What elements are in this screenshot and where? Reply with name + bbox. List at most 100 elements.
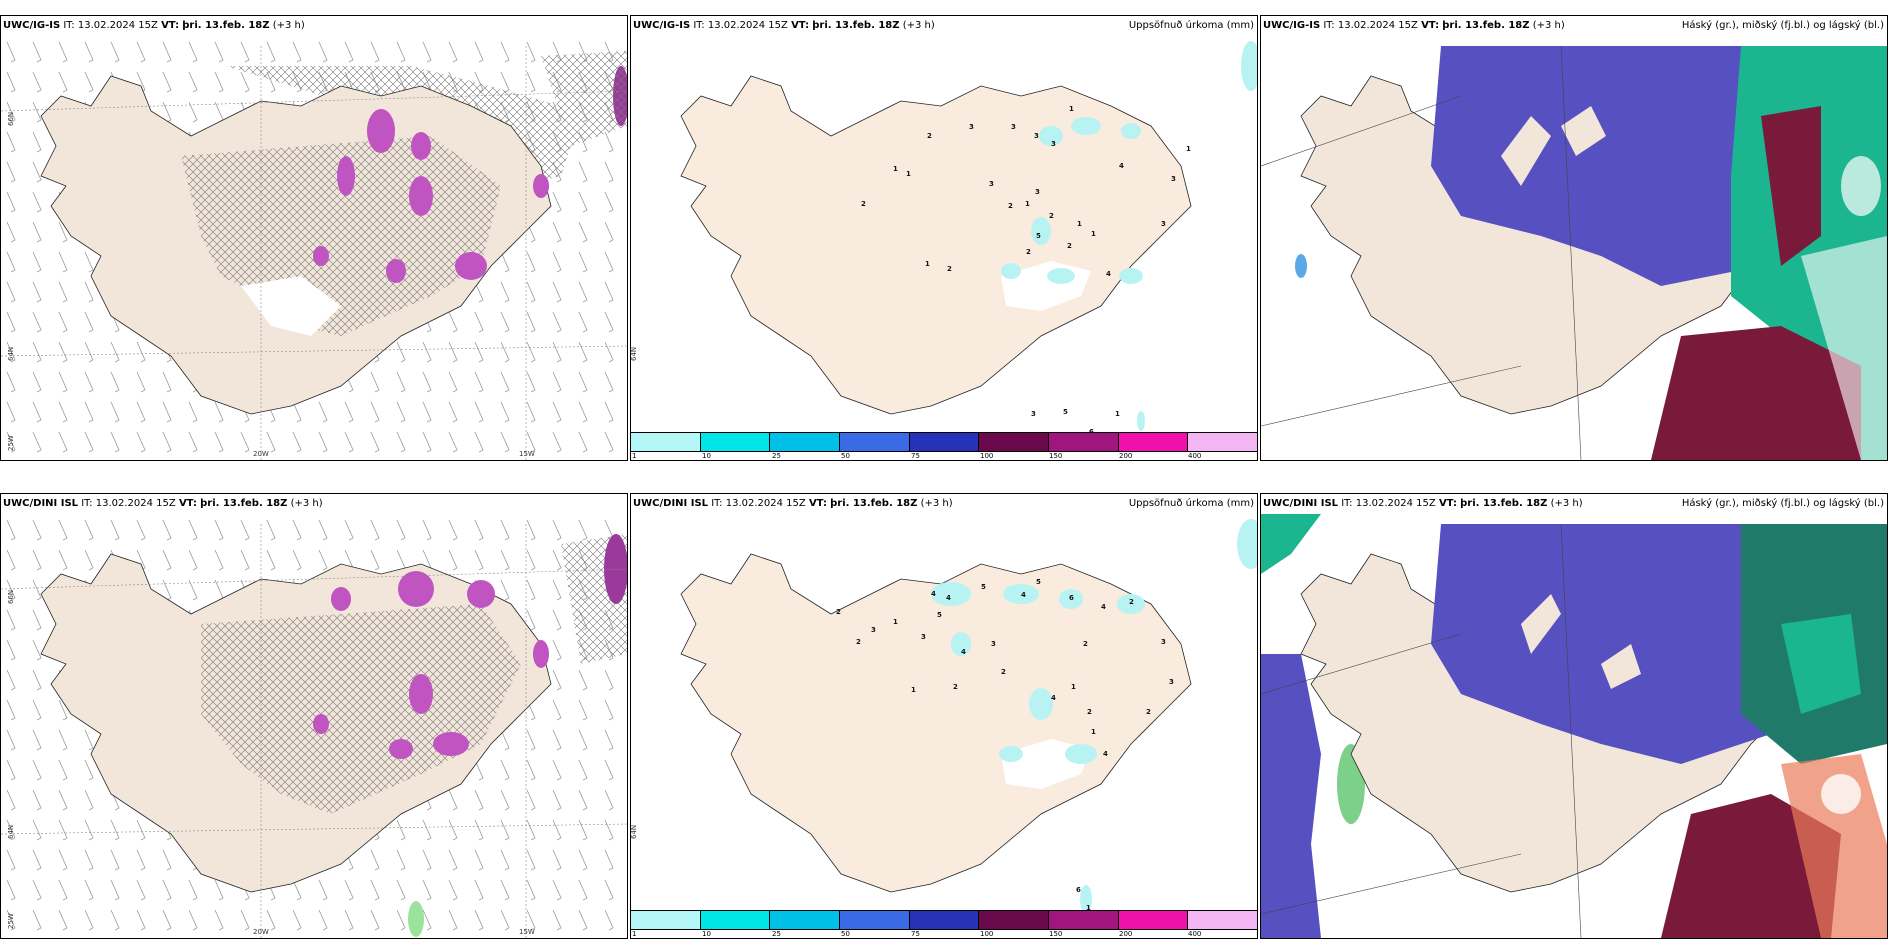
colorbar-tick: 10 [702, 930, 711, 938]
precip-map: 1 2 3 3 3 1 1 3 2 4 3 3 1 2 1 3 2 3 5 2 … [680, 41, 1257, 436]
colorbar-tick: 100 [980, 930, 994, 938]
panel-field-title: Háský (gr.), miðský (fj.bl.) og lágský (… [1681, 20, 1884, 31]
precip-value: 2 [1083, 640, 1088, 648]
colorbar-tick: 1 [632, 930, 637, 938]
precip-value: 5 [981, 583, 986, 591]
lon-label: 15W [519, 450, 535, 458]
precip-value: 4 [1101, 603, 1106, 611]
precip-value: 2 [1049, 212, 1054, 220]
precip-colorbar: 1 10 25 50 75 100 150 200 400 [631, 910, 1257, 938]
lat-label: 66N [7, 589, 15, 604]
precip-value: 6 [1069, 594, 1074, 602]
panel-igis-precip: UWC/IG-IS IT: 13.02.2024 15Z VT: þri. 13… [630, 15, 1258, 461]
colorbar-tick: 100 [980, 452, 994, 460]
wind-map [1, 514, 627, 938]
precip-value: 4 [1051, 694, 1056, 702]
colorbar-swatch [1187, 433, 1257, 451]
lat-label: 64N [630, 346, 638, 361]
precip-value: 5 [1036, 578, 1041, 586]
precip-value: 3 [921, 633, 926, 641]
colorbar-swatch [699, 911, 770, 929]
colorbar-tick: 200 [1119, 452, 1133, 460]
colorbar-swatch [769, 433, 840, 451]
precip-value: 2 [1146, 708, 1151, 716]
colorbar-tick: 150 [1049, 452, 1063, 460]
panel-dini-wind: UWC/DINI ISL IT: 13.02.2024 15Z VT: þri.… [0, 493, 628, 939]
colorbar-swatch [978, 911, 1049, 929]
colorbar-swatch [631, 433, 700, 451]
lat-label: 64N [630, 824, 638, 839]
precip-map: 4 4 5 4 5 2 3 1 2 3 5 4 3 2 6 2 4 2 3 1 … [680, 519, 1257, 913]
precip-value: 2 [1026, 248, 1031, 256]
lon-label: 20W [253, 450, 269, 458]
colorbar-swatch [1187, 911, 1257, 929]
colorbar-swatch [769, 911, 840, 929]
panel-field-title: Háský (gr.), miðský (fj.bl.) og lágský (… [1681, 498, 1884, 509]
precip-value: 4 [1021, 591, 1026, 599]
lat-label: 25W [7, 913, 15, 929]
precip-value: 2 [953, 683, 958, 691]
precip-value: 4 [961, 648, 966, 656]
precip-value: 4 [946, 594, 951, 602]
precip-value: 3 [1161, 220, 1166, 228]
precip-value: 2 [1001, 668, 1006, 676]
colorbar-tick: 400 [1188, 930, 1202, 938]
precip-value: 3 [871, 626, 876, 634]
colorbar-swatch [908, 433, 979, 451]
colorbar-tick: 50 [841, 452, 850, 460]
colorbar-tick: 10 [702, 452, 711, 460]
precip-value: 4 [1119, 162, 1124, 170]
panel-title: UWC/IG-IS IT: 13.02.2024 15Z VT: þri. 13… [633, 20, 935, 31]
lat-label: 64N [7, 346, 15, 361]
precip-value: 2 [836, 608, 841, 616]
colorbar-tick: 150 [1049, 930, 1063, 938]
lat-label: 66N [7, 111, 15, 126]
precip-value: 3 [1035, 188, 1040, 196]
precip-value: 3 [989, 180, 994, 188]
colorbar-tick: 200 [1119, 930, 1133, 938]
precip-value: 3 [1011, 123, 1016, 131]
wind-map [1, 36, 627, 460]
precip-value: 2 [1087, 708, 1092, 716]
cloud-map [1261, 36, 1887, 460]
cloud-map [1261, 514, 1887, 938]
colorbar-swatch [631, 911, 700, 929]
precip-value: 1 [1115, 410, 1120, 418]
precip-value: 2 [861, 200, 866, 208]
precip-value: 2 [1129, 598, 1134, 606]
precip-value: 1 [1091, 230, 1096, 238]
panel-title: UWC/DINI ISL IT: 13.02.2024 15Z VT: þri.… [633, 498, 953, 509]
colorbar-swatch [978, 433, 1049, 451]
lon-label: 20W [253, 928, 269, 936]
panel-title: UWC/IG-IS IT: 13.02.2024 15Z VT: þri. 13… [3, 20, 305, 31]
precip-value: 2 [856, 638, 861, 646]
colorbar-tick: 75 [911, 930, 920, 938]
panel-field-title: Uppsöfnuð úrkoma (mm) [1128, 20, 1254, 31]
precip-value: 5 [937, 611, 942, 619]
precip-value: 1 [1186, 145, 1191, 153]
panel-dini-clouds: UWC/DINI ISL IT: 13.02.2024 15Z VT: þri.… [1260, 493, 1888, 939]
colorbar-swatch [1048, 911, 1118, 929]
precip-value: 1 [1071, 683, 1076, 691]
precip-value: 2 [1008, 202, 1013, 210]
precip-value: 2 [927, 132, 932, 140]
panel-title: UWC/DINI ISL IT: 13.02.2024 15Z VT: þri.… [3, 498, 323, 509]
colorbar-tick: 1 [632, 452, 637, 460]
lat-label: 64N [7, 824, 15, 839]
colorbar-tick: 25 [772, 930, 781, 938]
colorbar-swatch [839, 433, 909, 451]
precip-value: 3 [1169, 678, 1174, 686]
precip-value: 1 [911, 686, 916, 694]
colorbar-swatch [1117, 433, 1188, 451]
precip-value: 1 [925, 260, 930, 268]
precip-value: 1 [893, 165, 898, 173]
precip-value: 6 [1076, 886, 1081, 894]
colorbar-tick: 50 [841, 930, 850, 938]
colorbar-swatch [1048, 433, 1118, 451]
colorbar-tick: 400 [1188, 452, 1202, 460]
precip-value: 5 [1063, 408, 1068, 416]
colorbar-swatch [1117, 911, 1188, 929]
precip-value: 3 [1051, 140, 1056, 148]
panel-title: UWC/IG-IS IT: 13.02.2024 15Z VT: þri. 13… [1263, 20, 1565, 31]
panel-dini-precip: UWC/DINI ISL IT: 13.02.2024 15Z VT: þri.… [630, 493, 1258, 939]
